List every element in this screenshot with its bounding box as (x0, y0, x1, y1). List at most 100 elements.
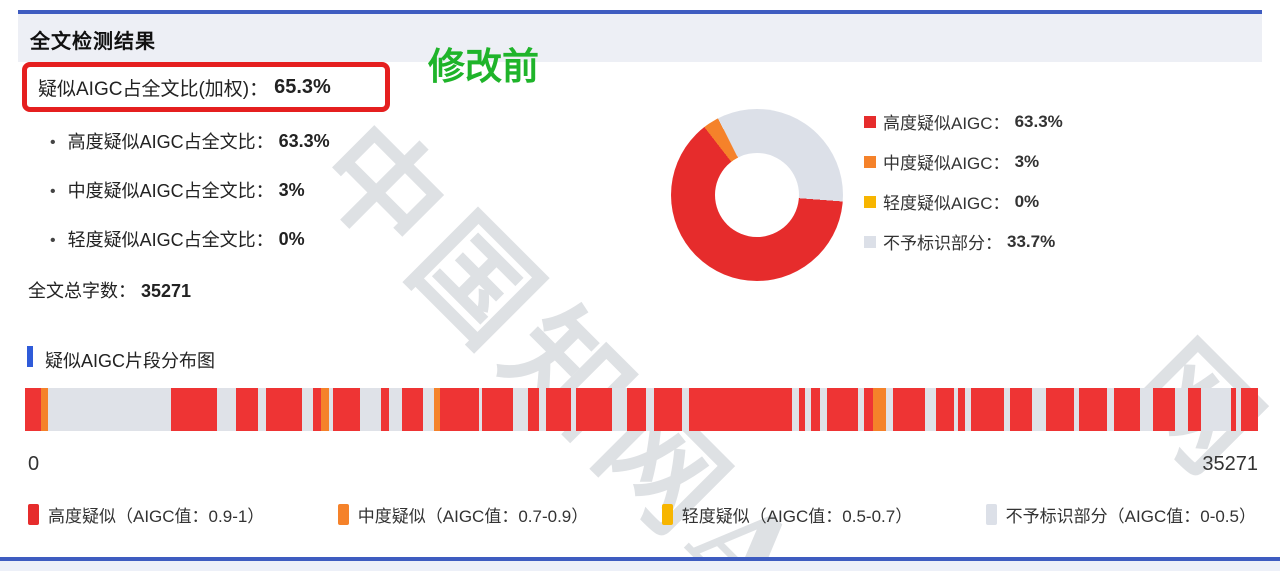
strip-segment-r (313, 388, 322, 431)
legend-value: 33.7% (1007, 231, 1056, 251)
strip-segment-r (971, 388, 1005, 431)
strip-segment-r (575, 388, 612, 431)
donut-chart (671, 109, 843, 281)
section-title: 疑似AIGC片段分布图 (45, 351, 216, 371)
axis-label-end: 35271 (1202, 453, 1258, 475)
strip-segment-r (811, 388, 821, 431)
strip-segment-g (257, 388, 266, 431)
legend-swatch (864, 115, 876, 128)
annotation-before-edit: 修改前 (428, 46, 539, 87)
stat-row-high: 高度疑似AIGC占全文比： 63.3% (50, 130, 330, 153)
strip-segment-r (798, 388, 805, 431)
strip-segment-r (827, 388, 859, 431)
stats-list: 高度疑似AIGC占全文比： 63.3% 中度疑似AIGC占全文比： 3% 轻度疑… (50, 130, 330, 277)
bottom-legend-item-unmarked: 不予标识部分（AIGC值：0-0.5） (985, 502, 1256, 527)
strip-segment-g (570, 388, 576, 431)
top-divider (18, 10, 1262, 14)
strip-segment-r (1152, 388, 1175, 431)
strip-segment-r (402, 388, 424, 431)
strip-segment-r (958, 388, 966, 431)
strip-segment-g (1174, 388, 1188, 431)
strip-segment-g (925, 388, 937, 431)
donut-hole (715, 153, 799, 237)
strip-segment-r (333, 388, 361, 431)
strip-segment-r (936, 388, 955, 431)
stat-label: 高度疑似AIGC占全文比： (67, 132, 274, 152)
legend-value: 0% (1014, 191, 1040, 211)
strip-segment-r (1113, 388, 1140, 431)
strip-segment-g (681, 388, 689, 431)
bottom-legend: 高度疑似（AIGC值：0.9-1） 中度疑似（AIGC值：0.7-0.9） 轻度… (28, 502, 1256, 527)
weighted-ratio-value: 65.3% (274, 75, 331, 98)
bullet-icon (50, 131, 68, 152)
distribution-strip (25, 388, 1258, 431)
header-band (18, 14, 1262, 62)
total-words-label: 全文总字数： (28, 281, 136, 301)
legend-swatch (864, 155, 876, 168)
strip-segment-g (216, 388, 236, 431)
strip-segment-g (1139, 388, 1153, 431)
strip-segment-g (479, 388, 483, 431)
weighted-ratio-box: 疑似AIGC占全文比(加权)： 65.3% (22, 62, 390, 112)
strip-segment-g (858, 388, 865, 431)
strip-segment-g (954, 388, 959, 431)
stat-value: 3% (278, 179, 305, 200)
stat-label: 轻度疑似AIGC占全文比： (67, 230, 274, 250)
strip-segment-o (873, 388, 887, 431)
legend-label: 不予标识部分（AIGC值：0-0.5） (1005, 507, 1256, 526)
legend-swatch (864, 235, 876, 248)
strip-segment-g (820, 388, 828, 431)
strip-segment-r (528, 388, 539, 431)
page-title: 全文检测结果 (30, 31, 156, 53)
legend-swatch (985, 504, 997, 525)
strip-segment-g (1235, 388, 1241, 431)
strip-segment-o (321, 388, 330, 431)
bottom-band (0, 561, 1280, 571)
stat-label: 中度疑似AIGC占全文比： (67, 181, 274, 201)
total-words-value: 35271 (141, 281, 192, 301)
strip-segment-g (513, 388, 529, 431)
legend-item-unmarked: 不予标识部分： 33.7% (864, 230, 1063, 253)
strip-segment-r (1230, 388, 1236, 431)
strip-segment-r (440, 388, 480, 431)
bottom-divider (0, 557, 1280, 561)
bottom-legend-item-light: 轻度疑似（AIGC值：0.5-0.7） (661, 502, 912, 527)
stat-value: 0% (278, 228, 305, 249)
legend-label: 高度疑似AIGC： (883, 114, 1010, 133)
legend-label: 轻度疑似AIGC： (883, 194, 1010, 213)
legend-item-medium: 中度疑似AIGC： 3% (864, 150, 1063, 173)
strip-segment-g (965, 388, 972, 431)
strip-segment-g (645, 388, 654, 431)
strip-segment-g (1200, 388, 1231, 431)
strip-segment-g (423, 388, 435, 431)
total-words-row: 全文总字数： 35271 (28, 277, 191, 303)
strip-segment-r (1045, 388, 1074, 431)
strip-segment-g (301, 388, 314, 431)
strip-segment-g (791, 388, 799, 431)
strip-segment-g (1073, 388, 1079, 431)
strip-segment-g (47, 388, 171, 431)
strip-segment-g (538, 388, 546, 431)
strip-segment-r (893, 388, 926, 431)
strip-segment-g (1032, 388, 1046, 431)
strip-segment-r (688, 388, 792, 431)
strip-segment-r (170, 388, 217, 431)
legend-value: 3% (1014, 151, 1040, 171)
legend-swatch (337, 504, 349, 525)
bullet-icon (50, 180, 68, 201)
strip-segment-r (653, 388, 682, 431)
strip-segment-r (265, 388, 302, 431)
strip-segment-r (1187, 388, 1201, 431)
strip-segment-r (25, 388, 41, 431)
legend-label: 不予标识部分： (883, 234, 1002, 253)
legend-swatch (661, 504, 673, 525)
strip-segment-r (626, 388, 646, 431)
strip-segment-g (804, 388, 812, 431)
legend-swatch (864, 195, 876, 208)
stat-row-light: 轻度疑似AIGC占全文比： 0% (50, 228, 330, 251)
legend-item-light: 轻度疑似AIGC： 0% (864, 190, 1063, 213)
strip-segment-g (329, 388, 334, 431)
strip-segment-g (611, 388, 627, 431)
weighted-ratio-label: 疑似AIGC占全文比(加权)： (38, 78, 269, 100)
